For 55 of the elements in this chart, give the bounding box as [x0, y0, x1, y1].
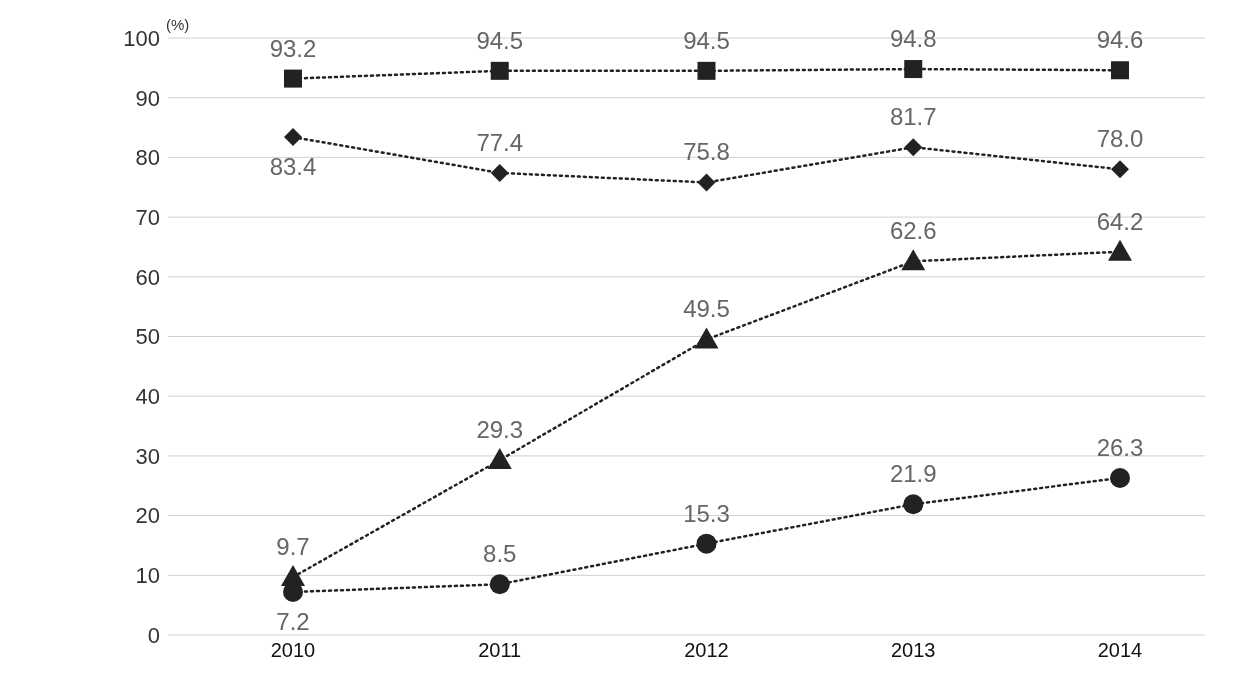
data-label: 9.7 [276, 533, 310, 561]
y-axis-title: (%) [166, 16, 190, 33]
data-label: 7.2 [276, 608, 310, 636]
y-tick-label: 90 [135, 85, 160, 111]
y-tick-label: 30 [135, 443, 160, 469]
point [490, 61, 509, 80]
data-label: 26.3 [1096, 433, 1144, 461]
y-tick-label: 100 [123, 25, 160, 51]
data-label: 83.4 [269, 153, 317, 181]
y-tick-label: 40 [135, 384, 160, 410]
data-label: 93.2 [269, 34, 317, 62]
data-label: 77.4 [476, 128, 524, 156]
y-tick-label: 0 [147, 622, 160, 648]
point [696, 533, 717, 554]
data-label: 94.5 [683, 26, 730, 54]
data-label: 29.3 [476, 416, 524, 444]
x-tick-label: 2010 [270, 639, 316, 662]
x-tick-label: 2012 [684, 639, 729, 662]
data-label: 94.6 [1096, 26, 1144, 54]
point [1111, 160, 1129, 179]
point [490, 163, 509, 182]
x-tick-label: 2011 [478, 639, 522, 662]
point [903, 494, 924, 515]
y-tick-label: 10 [135, 563, 160, 589]
data-label: 8.5 [483, 540, 517, 568]
y-tick-label: 50 [135, 324, 160, 350]
point [901, 249, 926, 271]
point [694, 327, 719, 349]
point [697, 61, 716, 80]
point [1111, 61, 1129, 80]
data-label: 62.6 [889, 217, 937, 245]
point [904, 60, 923, 79]
data-label: 78.0 [1096, 125, 1144, 153]
point [489, 574, 510, 595]
point [487, 448, 512, 470]
data-label: 21.9 [889, 460, 937, 488]
y-tick-label: 60 [135, 264, 160, 290]
data-label: 94.5 [476, 26, 524, 54]
point [1110, 467, 1130, 488]
y-tick-label: 20 [135, 503, 160, 529]
y-tick-label: 70 [135, 204, 160, 230]
x-tick-label: 2014 [1097, 639, 1143, 662]
point [284, 69, 302, 88]
point [904, 138, 923, 157]
data-label: 15.3 [683, 499, 730, 527]
data-label: 64.2 [1096, 207, 1144, 235]
point [1108, 239, 1132, 261]
data-label: 94.8 [889, 25, 937, 53]
x-tick-label: 2013 [891, 639, 936, 662]
data-label: 81.7 [889, 103, 937, 131]
point [284, 128, 302, 147]
data-label: 75.8 [683, 138, 730, 166]
data-label: 49.5 [683, 295, 730, 323]
y-tick-label: 80 [135, 145, 160, 171]
point [697, 173, 716, 192]
